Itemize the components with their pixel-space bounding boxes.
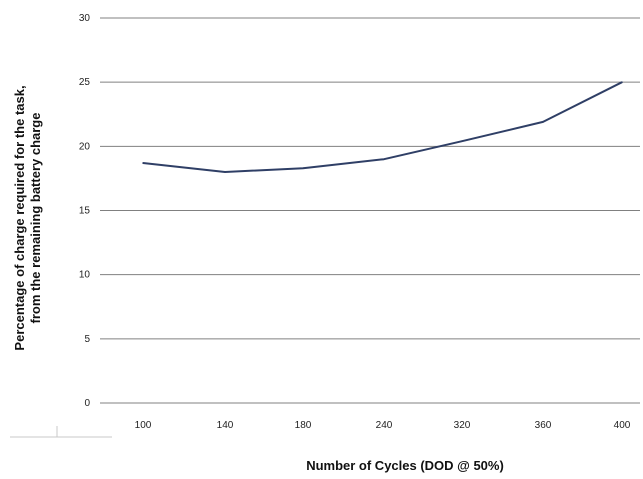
y-tick-label: 5 [84, 334, 90, 345]
y-tick-labels: 0 5 10 15 20 25 30 [79, 13, 91, 409]
data-point [542, 121, 544, 123]
x-tick-label: 140 [217, 420, 234, 431]
data-point [461, 140, 463, 142]
x-tick-label: 180 [295, 420, 312, 431]
x-tick-label: 100 [135, 420, 152, 431]
x-tick-label: 240 [376, 420, 393, 431]
y-tick-label: 30 [79, 13, 91, 24]
x-tick-label: 360 [535, 420, 552, 431]
x-tick-label: 320 [454, 420, 471, 431]
x-axis-label: Number of Cycles (DOD @ 50%) [306, 458, 504, 473]
y-tick-label: 20 [79, 141, 91, 152]
x-tick-labels: 100 140 180 240 320 360 400 [135, 420, 631, 431]
series-layer [142, 81, 623, 173]
series-line [142, 81, 623, 173]
y-axis-label-line-1: Percentage of charge required for the ta… [12, 85, 27, 350]
data-point [621, 81, 623, 83]
y-tick-label: 0 [84, 398, 90, 409]
y-tick-label: 15 [79, 206, 91, 217]
y-tick-label: 25 [79, 77, 91, 88]
y-axis-label-line-2: from the remaining battery charge [28, 113, 43, 324]
data-point [224, 171, 226, 173]
x-tick-label: 400 [614, 420, 631, 431]
y-tick-label: 10 [79, 270, 91, 281]
data-point [383, 158, 385, 160]
grid-layer [100, 17, 640, 404]
data-point [142, 162, 144, 164]
data-point [302, 167, 304, 169]
